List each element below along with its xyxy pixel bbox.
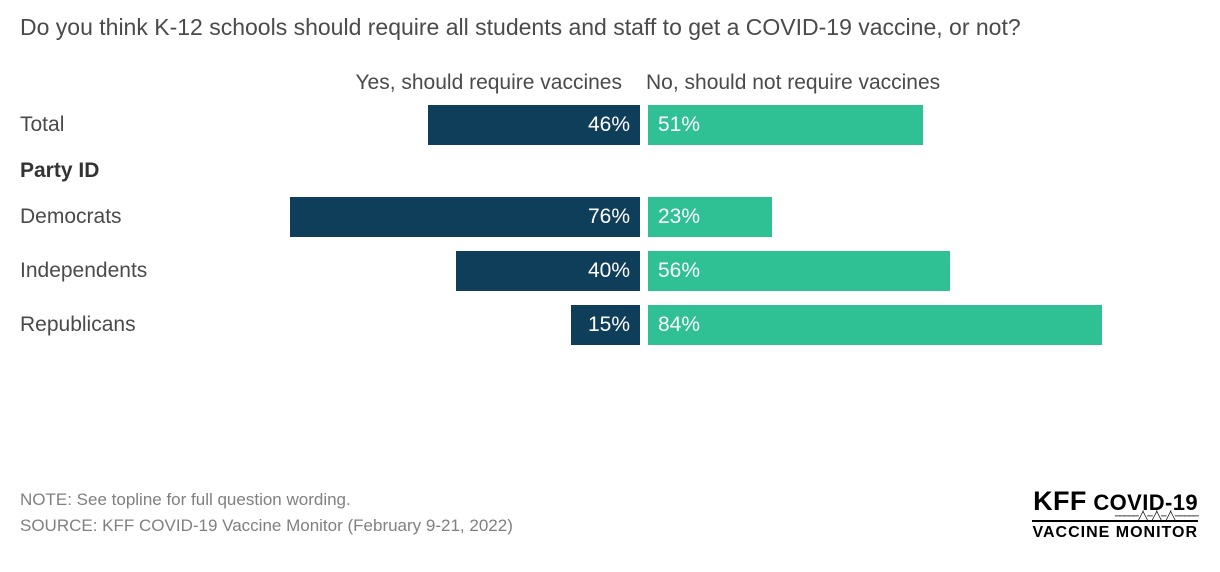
yes-bar: 40% — [456, 251, 640, 291]
data-row: Democrats76%23% — [20, 197, 1200, 237]
logo-line2: VACCINE MONITOR — [1032, 520, 1198, 542]
logo-covid: COVID-19 — [1093, 490, 1198, 515]
data-row: Total46%51% — [20, 105, 1200, 145]
no-bar: 56% — [648, 251, 950, 291]
row-bars: 15%84% — [180, 305, 1200, 345]
row-label: Democrats — [20, 205, 180, 229]
row-label: Republicans — [20, 313, 180, 337]
chart-container: Do you think K-12 schools should require… — [0, 0, 1220, 572]
row-bars: 40%56% — [180, 251, 1200, 291]
chart-area: Yes, should require vaccines No, should … — [20, 71, 1200, 345]
yes-bar: 46% — [428, 105, 640, 145]
footer-notes: NOTE: See topline for full question word… — [20, 487, 513, 538]
row-bars: 76%23% — [180, 197, 1200, 237]
right-half: 84% — [640, 305, 1200, 345]
chart-title: Do you think K-12 schools should require… — [20, 12, 1200, 43]
rows-container: Total46%51%Party IDDemocrats76%23%Indepe… — [20, 105, 1200, 345]
kff-logo: KFF COVID-19 ─────╱╲─╱╲─╱╲───── VACCINE … — [1032, 486, 1198, 543]
row-label: Total — [20, 113, 180, 137]
column-header-no: No, should not require vaccines — [640, 71, 1200, 95]
data-row: Republicans15%84% — [20, 305, 1200, 345]
column-headers: Yes, should require vaccines No, should … — [20, 71, 1200, 95]
no-bar: 51% — [648, 105, 923, 145]
left-half: 15% — [180, 305, 640, 345]
right-half: 51% — [640, 105, 1200, 145]
yes-bar: 15% — [571, 305, 640, 345]
no-bar: 23% — [648, 197, 772, 237]
source-text: SOURCE: KFF COVID-19 Vaccine Monitor (Fe… — [20, 513, 513, 539]
row-bars: 46%51% — [180, 105, 1200, 145]
section-header: Party ID — [20, 159, 1200, 183]
note-text: NOTE: See topline for full question word… — [20, 487, 513, 513]
left-half: 40% — [180, 251, 640, 291]
data-row: Independents40%56% — [20, 251, 1200, 291]
row-label: Independents — [20, 259, 180, 283]
column-header-yes: Yes, should require vaccines — [20, 71, 640, 95]
left-half: 46% — [180, 105, 640, 145]
right-half: 56% — [640, 251, 1200, 291]
yes-bar: 76% — [290, 197, 640, 237]
right-half: 23% — [640, 197, 1200, 237]
no-bar: 84% — [648, 305, 1102, 345]
logo-kff: KFF — [1033, 486, 1087, 516]
left-half: 76% — [180, 197, 640, 237]
